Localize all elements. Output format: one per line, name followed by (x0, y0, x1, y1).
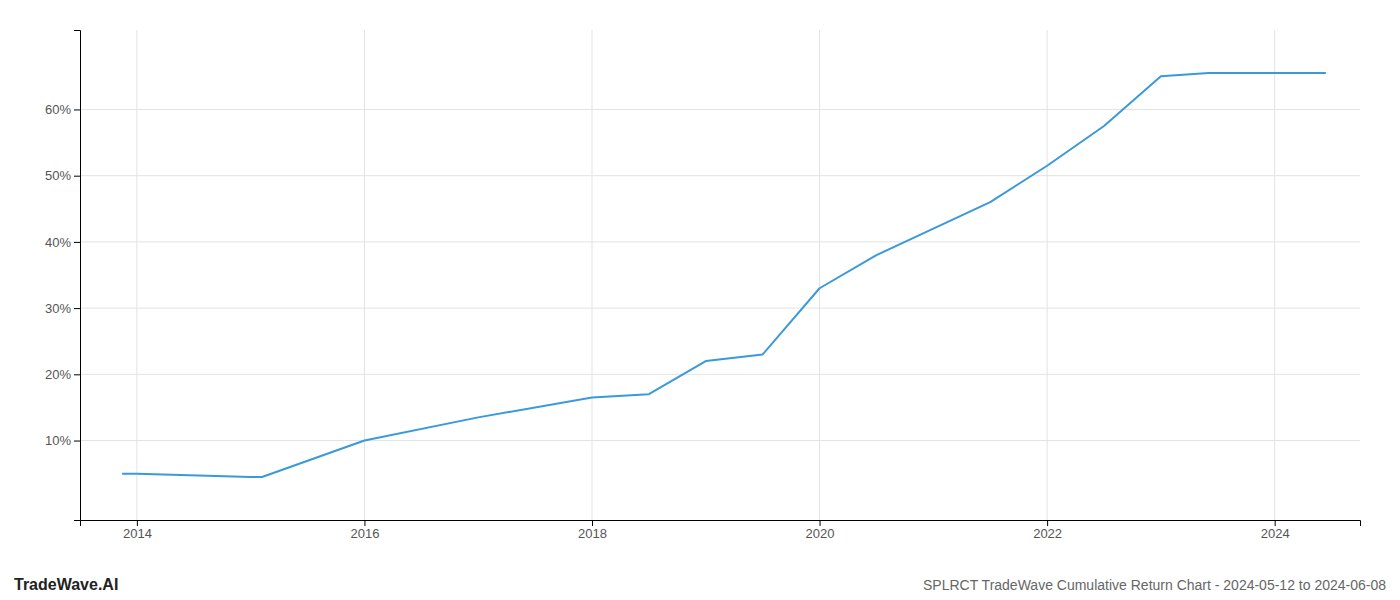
data-line (122, 73, 1326, 477)
chart-svg: 2014 2016 2018 2020 2022 2024 10% 20% 30% 40% 50% 6… (0, 0, 1400, 600)
x-tick-label: 2014 (123, 526, 152, 541)
grid-line-x (819, 30, 820, 520)
y-tick: 60% (45, 102, 80, 117)
y-tick-mark (74, 374, 80, 375)
y-tick-label: 60% (45, 102, 71, 117)
grid (80, 30, 1360, 520)
x-tick-mark (592, 520, 593, 526)
x-tick-label: 2018 (578, 526, 607, 541)
x-tick: 2020 (806, 520, 835, 541)
grid-line-x (136, 30, 137, 520)
grid-line-y (80, 308, 1360, 309)
grid-line-x (1047, 30, 1048, 520)
x-tick-mark (364, 520, 365, 526)
y-tick: 30% (45, 301, 80, 316)
x-tick: 2016 (350, 520, 379, 541)
x-tick-label: 2022 (1033, 526, 1062, 541)
y-tick-mark (74, 109, 80, 110)
watermark: TradeWave.AI (14, 576, 118, 593)
y-tick-label: 10% (45, 433, 71, 448)
x-tick: 2014 (123, 520, 152, 541)
x-tick: 2024 (1261, 520, 1290, 541)
x-axis: 2014 2016 2018 2020 2022 2024 (81, 520, 1361, 541)
grid-line-x (592, 30, 593, 520)
y-tick-label: 20% (45, 367, 71, 382)
x-tick-label: 2020 (806, 526, 835, 541)
x-tick: 2018 (578, 520, 607, 541)
x-tick: 2022 (1033, 520, 1062, 541)
grid-line-x (1274, 30, 1275, 520)
grid-line-y (80, 175, 1360, 176)
x-tick-mark (137, 520, 138, 526)
y-tick-mark (74, 308, 80, 309)
grid-line-y (80, 241, 1360, 242)
y-tick: 40% (45, 235, 80, 250)
y-tick: 10% (45, 433, 80, 448)
x-tick-mark (1275, 520, 1276, 526)
y-tick-mark (74, 441, 80, 442)
y-tick-mark (74, 176, 80, 177)
y-tick-mark (74, 242, 80, 243)
grid-line-y (80, 374, 1360, 375)
x-tick-mark (820, 520, 821, 526)
grid-line-x (364, 30, 365, 520)
y-tick: 50% (45, 168, 80, 183)
y-axis-line (74, 31, 81, 521)
x-tick-label: 2024 (1261, 526, 1290, 541)
y-axis: 10% 20% 30% 40% 50% 60% (45, 31, 81, 521)
x-tick-mark (1047, 520, 1048, 526)
grid-line-y (80, 109, 1360, 110)
x-tick-label: 2016 (350, 526, 379, 541)
grid-line-y (80, 440, 1360, 441)
x-axis-line (81, 521, 1361, 527)
y-tick-label: 40% (45, 235, 71, 250)
y-tick-label: 50% (45, 168, 71, 183)
chart-title: SPLRCT TradeWave Cumulative Return Chart… (923, 577, 1386, 593)
plot-marks (122, 73, 1326, 477)
y-tick-label: 30% (45, 301, 71, 316)
chart-container: 2014 2016 2018 2020 2022 2024 10% 20% 30% 40% 50% 6… (0, 0, 1400, 600)
y-tick: 20% (45, 367, 80, 382)
